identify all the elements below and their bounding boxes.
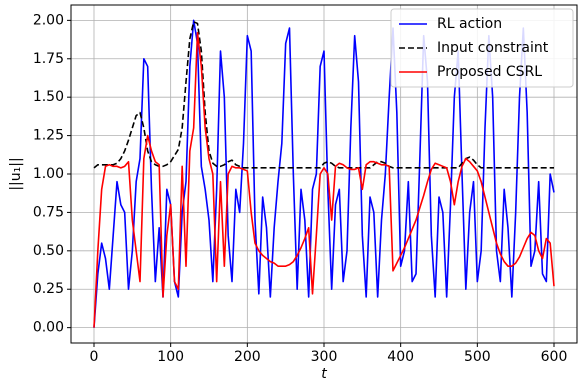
y-tick-label: 1.00: [33, 166, 64, 182]
x-tick-label: 500: [464, 349, 491, 365]
x-tick-label: 600: [541, 349, 568, 365]
y-tick-label: 1.25: [33, 128, 64, 144]
x-axis-label: t: [321, 366, 327, 382]
x-tick-label: 0: [90, 349, 99, 365]
legend-label: Proposed CSRL: [437, 64, 542, 80]
x-tick-label: 100: [157, 349, 184, 365]
x-tick-label: 200: [234, 349, 261, 365]
x-tick-label: 400: [387, 349, 414, 365]
y-tick-label: 0.25: [33, 281, 64, 297]
y-axis-label: ||u₁||: [8, 157, 24, 190]
y-tick-label: 1.50: [33, 89, 64, 105]
y-tick-label: 0.50: [33, 243, 64, 259]
x-tick-label: 300: [311, 349, 338, 365]
y-tick-label: 0.00: [33, 320, 64, 336]
y-tick-label: 1.75: [33, 51, 64, 67]
y-tick-label: 0.75: [33, 204, 64, 220]
y-tick-label: 2.00: [33, 12, 64, 28]
legend-label: Input constraint: [437, 40, 549, 56]
series-line: [93, 31, 555, 328]
legend-box: [390, 8, 574, 88]
series-line: [93, 21, 554, 169]
legend-label: RL action: [437, 16, 502, 32]
